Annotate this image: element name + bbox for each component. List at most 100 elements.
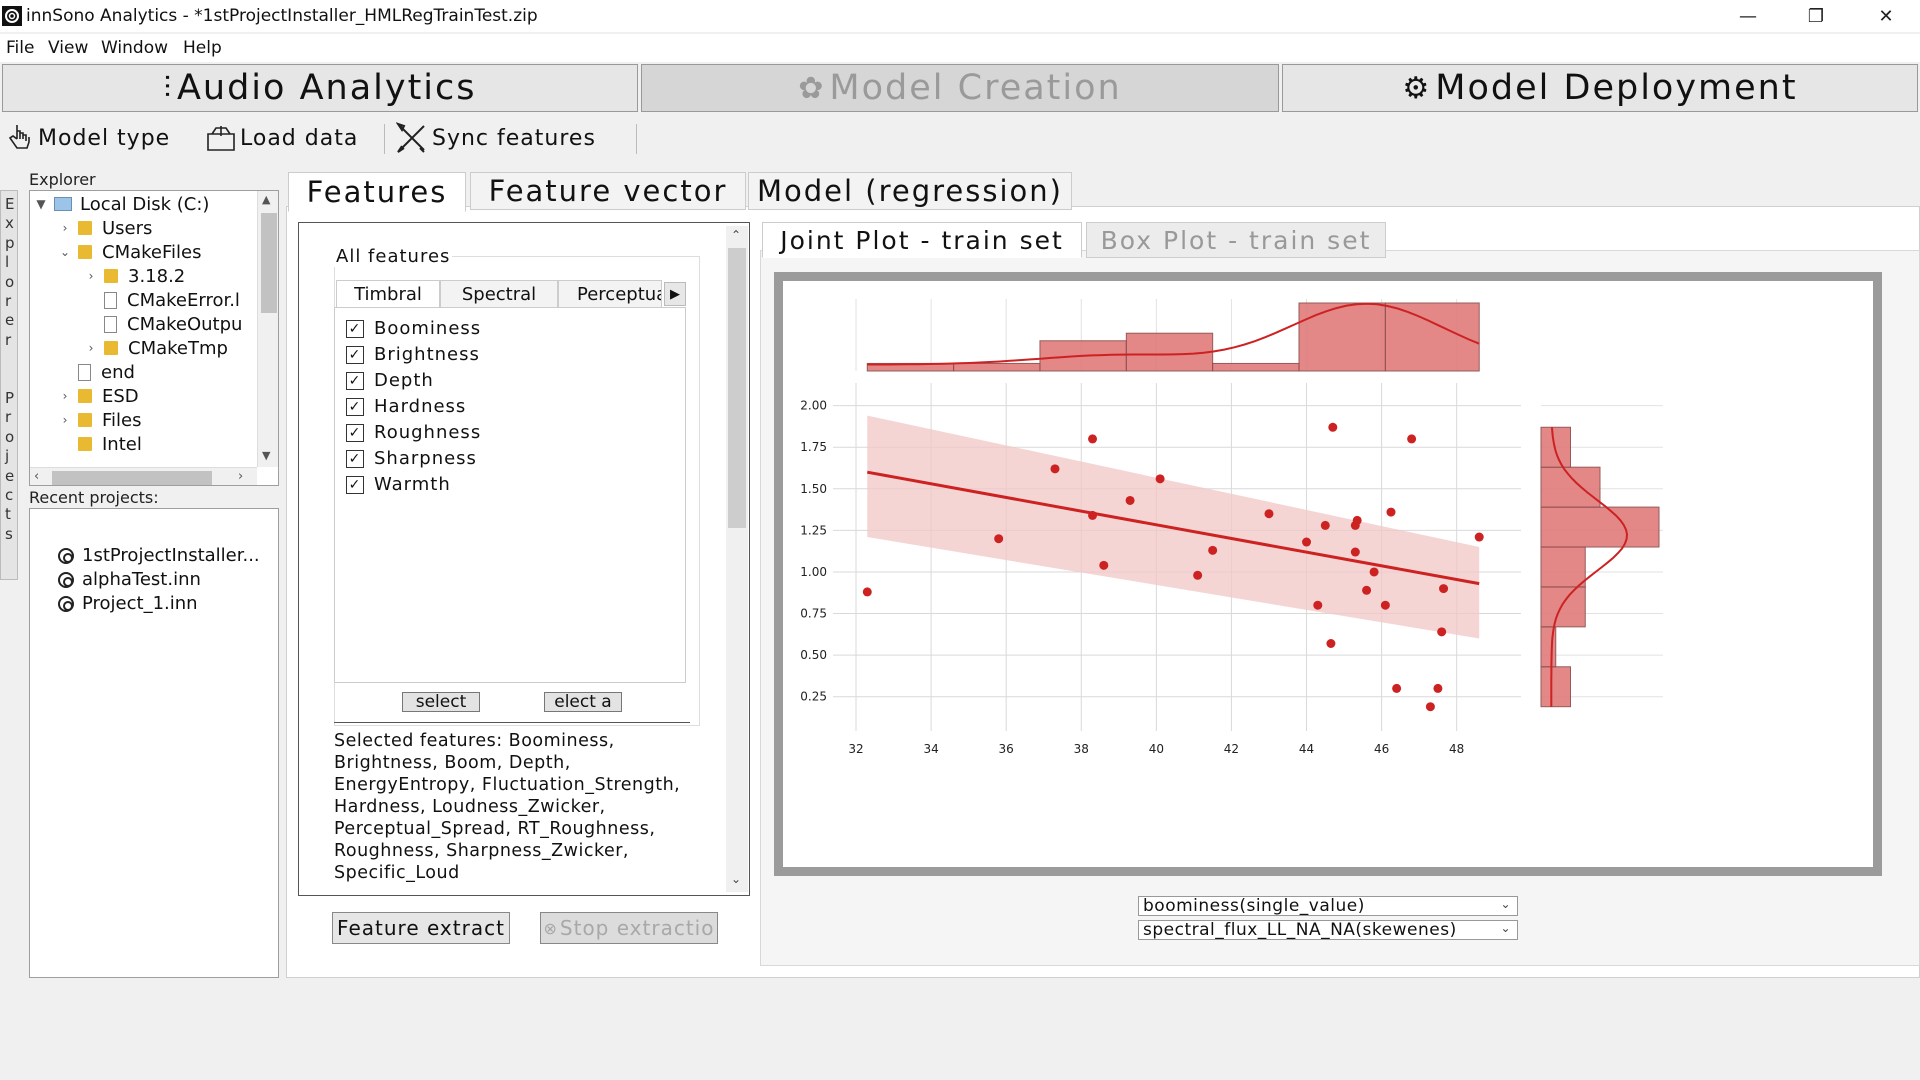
recent-project-item[interactable]: alphaTest.inn <box>58 569 201 590</box>
tree-item-files[interactable]: › Files <box>58 409 142 431</box>
x-histogram-bar <box>953 362 1041 372</box>
chevron-down-icon[interactable]: ▼ <box>36 197 46 211</box>
tree-item-intel[interactable]: Intel <box>78 433 142 455</box>
tab-model-regression[interactable]: Model (regression) <box>748 172 1072 210</box>
tree-vertical-scrollbar[interactable]: ▲ ▼ <box>257 191 278 467</box>
checkbox[interactable]: ✓ <box>346 449 364 468</box>
recent-project-label: alphaTest.inn <box>82 569 201 590</box>
data-point <box>1328 422 1338 432</box>
x-tick-label: 42 <box>1224 742 1239 756</box>
feature-label: Brightness <box>374 344 480 365</box>
feature-checkbox-row[interactable]: ✓ Warmth <box>346 474 451 495</box>
module-model-deployment[interactable]: ⚙ Model Deployment <box>1282 64 1918 112</box>
checkbox[interactable]: ✓ <box>346 319 364 338</box>
scroll-right-icon[interactable]: › <box>238 469 244 484</box>
y-histogram-bar <box>1540 506 1660 548</box>
scroll-up-icon[interactable]: ▲ <box>262 193 271 206</box>
y-tick-label: 1.75 <box>800 440 827 454</box>
feature-checkbox-row[interactable]: ✓ Roughness <box>346 422 481 443</box>
tree-item-local-disk[interactable]: ▼ Local Disk (C:) <box>34 193 209 215</box>
tree-item-3-18-2[interactable]: › 3.18.2 <box>84 265 186 287</box>
tab-timbral[interactable]: Timbral <box>336 280 440 308</box>
feature-label: Sharpness <box>374 448 477 469</box>
tab-spectral[interactable]: Spectral <box>440 280 558 308</box>
tab-feature-vector[interactable]: Feature vector <box>470 172 746 210</box>
scroll-thumb[interactable] <box>261 213 277 313</box>
feature-checkbox-row[interactable]: ✓ Hardness <box>346 396 466 417</box>
feature-checkbox-row[interactable]: ✓ Sharpness <box>346 448 477 469</box>
feature-checkbox-row[interactable]: ✓ Boominess <box>346 318 481 339</box>
regression-line <box>867 470 1480 586</box>
feature-checkbox-row[interactable]: ✓ Depth <box>346 370 434 391</box>
close-button[interactable]: ✕ <box>1878 5 1894 27</box>
tree-item-label: Local Disk (C:) <box>80 193 210 215</box>
file-tree[interactable]: ▼ Local Disk (C:) › Users ⌄ CMakeFiles › 3.1… <box>29 190 279 486</box>
recent-project-item[interactable]: 1stProjectInstaller... <box>58 545 260 566</box>
scroll-thumb[interactable] <box>728 248 746 528</box>
stop-extraction-button[interactable]: ⊗ Stop extractio <box>540 912 718 944</box>
scroll-up-icon[interactable]: ⌃ <box>731 228 742 242</box>
divider <box>334 722 690 723</box>
tree-item-cmakeoutput[interactable]: CMakeOutpu <box>104 313 242 335</box>
menu-view[interactable]: View <box>48 38 89 58</box>
chevron-right-icon[interactable]: › <box>88 341 94 355</box>
tab-perceptual[interactable]: Perceptual <box>558 280 662 308</box>
tree-item-cmakefiles[interactable]: ⌄ CMakeFiles <box>58 241 202 263</box>
tab-joint-plot[interactable]: Joint Plot - train set <box>762 222 1082 258</box>
module-model-creation[interactable]: ✿ Model Creation <box>641 64 1279 112</box>
x-histogram-bar <box>1298 302 1386 372</box>
chevron-right-icon[interactable]: › <box>62 221 68 235</box>
checkbox[interactable]: ✓ <box>346 371 364 390</box>
scroll-down-icon[interactable]: ⌄ <box>731 872 742 886</box>
checkbox[interactable]: ✓ <box>346 397 364 416</box>
menu-file[interactable]: File <box>6 38 35 58</box>
tab-features[interactable]: Features <box>288 172 466 212</box>
deselect-all-button[interactable]: elect a <box>544 692 622 712</box>
chevron-down-icon[interactable]: ⌄ <box>59 245 71 259</box>
project-icon <box>58 571 74 588</box>
tree-item-cmakeerror[interactable]: CMakeError.l <box>104 289 240 311</box>
recent-project-label: Project_1.inn <box>82 593 198 614</box>
tree-item-cmaketmp[interactable]: › CMakeTmp <box>84 337 228 359</box>
module-label: Model Deployment <box>1435 68 1798 108</box>
tree-item-label: CMakeOutpu <box>127 313 243 335</box>
chevron-right-icon[interactable]: › <box>88 269 94 283</box>
y-histogram-bar <box>1540 546 1586 588</box>
chevron-right-icon[interactable]: › <box>62 389 68 403</box>
y-feature-dropdown[interactable]: spectral_flux_LL_NA_NA(skewenes) ⌄ <box>1138 920 1518 940</box>
data-point <box>1350 547 1360 557</box>
sync-features-button[interactable]: Sync features <box>396 122 596 154</box>
maximize-button[interactable]: ❐ <box>1807 5 1825 27</box>
chevron-right-icon[interactable]: › <box>62 413 68 427</box>
tree-item-esd[interactable]: › ESD <box>58 385 139 407</box>
feature-checkbox-row[interactable]: ✓ Brightness <box>346 344 480 365</box>
load-data-button[interactable]: Load data <box>206 122 358 154</box>
tree-horizontal-scrollbar[interactable]: ‹ › <box>30 467 257 485</box>
model-type-button[interactable]: Model type <box>8 122 170 154</box>
minimize-button[interactable]: — <box>1739 5 1757 27</box>
checkbox[interactable]: ✓ <box>346 423 364 442</box>
checkbox[interactable]: ✓ <box>346 475 364 494</box>
x-tick-label: 44 <box>1299 742 1314 756</box>
scroll-left-icon[interactable]: ‹ <box>34 469 40 484</box>
menu-help[interactable]: Help <box>183 38 222 58</box>
features-vertical-scrollbar[interactable]: ⌃ ⌄ <box>726 226 748 892</box>
select-all-button[interactable]: select <box>402 692 480 712</box>
data-point <box>1050 464 1060 474</box>
menu-window[interactable]: Window <box>101 38 169 58</box>
recent-projects-list: 1stProjectInstaller... alphaTest.inn Pro… <box>29 508 279 978</box>
scroll-thumb[interactable] <box>52 471 212 485</box>
tree-item-label: CMakeTmp <box>128 337 228 359</box>
tab-box-plot[interactable]: Box Plot - train set <box>1086 222 1386 258</box>
recent-project-item[interactable]: Project_1.inn <box>58 593 198 614</box>
tab-scroll-arrow[interactable]: ▶ <box>664 282 686 306</box>
module-audio-analytics[interactable]: ⫶ Audio Analytics <box>2 64 638 112</box>
x-feature-dropdown[interactable]: boominess(single_value) ⌄ <box>1138 896 1518 916</box>
feature-extract-button[interactable]: Feature extract <box>332 912 510 944</box>
tree-item-end[interactable]: end <box>78 361 135 383</box>
checkbox[interactable]: ✓ <box>346 345 364 364</box>
scroll-down-icon[interactable]: ▼ <box>262 449 271 462</box>
tree-item-users[interactable]: › Users <box>58 217 153 239</box>
